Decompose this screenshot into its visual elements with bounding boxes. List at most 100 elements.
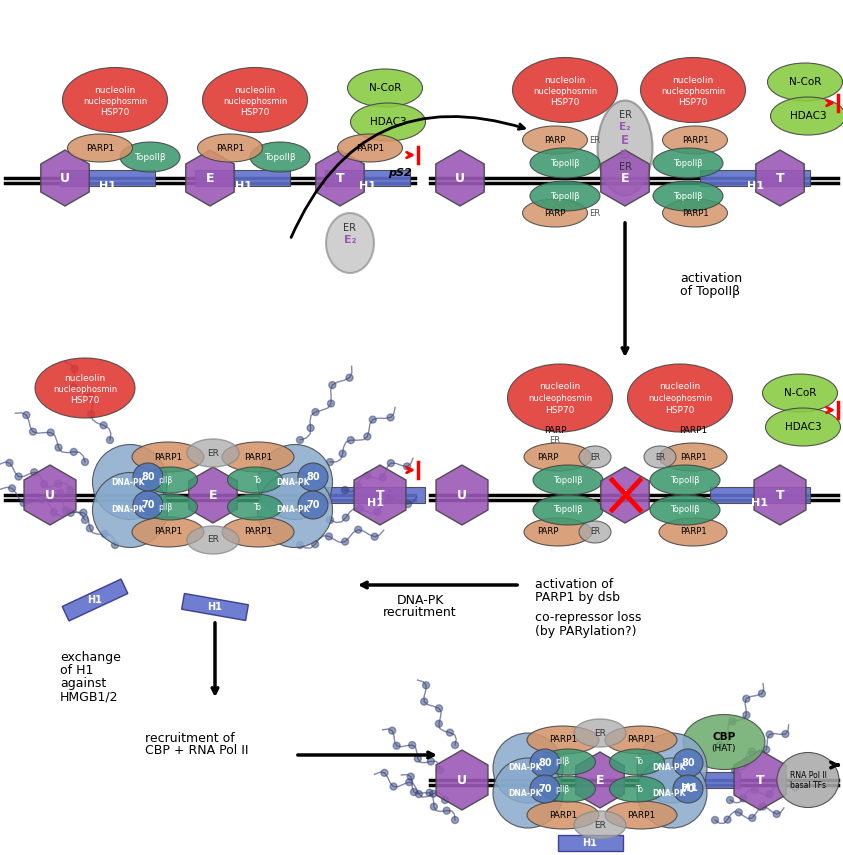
Circle shape bbox=[40, 481, 47, 487]
Text: HSP70: HSP70 bbox=[679, 97, 707, 107]
Circle shape bbox=[711, 817, 718, 823]
Circle shape bbox=[387, 495, 394, 502]
Circle shape bbox=[735, 809, 742, 816]
Circle shape bbox=[749, 815, 756, 822]
Circle shape bbox=[55, 444, 62, 451]
Ellipse shape bbox=[35, 358, 135, 418]
Polygon shape bbox=[734, 750, 786, 810]
Circle shape bbox=[326, 516, 334, 523]
Circle shape bbox=[430, 790, 437, 797]
Circle shape bbox=[86, 525, 94, 532]
Text: HDAC3: HDAC3 bbox=[785, 422, 821, 432]
Text: CBP: CBP bbox=[712, 732, 736, 742]
Circle shape bbox=[740, 795, 747, 802]
Circle shape bbox=[312, 540, 319, 548]
Ellipse shape bbox=[653, 181, 723, 211]
Text: PARP: PARP bbox=[544, 426, 566, 434]
Text: pIIβ: pIIβ bbox=[158, 503, 172, 511]
FancyBboxPatch shape bbox=[700, 170, 810, 186]
Ellipse shape bbox=[523, 199, 588, 227]
Text: nucleophosmin: nucleophosmin bbox=[528, 393, 592, 403]
Text: TopoIIβ: TopoIIβ bbox=[550, 158, 580, 168]
Text: nucleophosmin: nucleophosmin bbox=[533, 86, 597, 96]
Text: activation of: activation of bbox=[535, 579, 613, 592]
Text: ER: ER bbox=[589, 209, 600, 217]
Text: nucleophosmin: nucleophosmin bbox=[648, 393, 712, 403]
Circle shape bbox=[373, 509, 381, 516]
Circle shape bbox=[729, 718, 736, 725]
Text: pIIβ: pIIβ bbox=[555, 785, 569, 793]
Circle shape bbox=[407, 773, 414, 780]
Circle shape bbox=[732, 766, 738, 774]
Ellipse shape bbox=[142, 467, 197, 493]
Text: TopoIIβ: TopoIIβ bbox=[264, 152, 296, 162]
Text: activation: activation bbox=[680, 272, 742, 285]
Text: (HAT): (HAT) bbox=[711, 745, 736, 753]
Circle shape bbox=[67, 510, 74, 516]
Circle shape bbox=[67, 486, 73, 493]
Ellipse shape bbox=[650, 465, 720, 495]
Text: To: To bbox=[254, 475, 262, 485]
Circle shape bbox=[431, 803, 438, 811]
Ellipse shape bbox=[777, 752, 839, 807]
Text: ER: ER bbox=[589, 135, 600, 144]
Circle shape bbox=[727, 797, 733, 804]
Text: DNA-PK: DNA-PK bbox=[508, 764, 542, 773]
Circle shape bbox=[71, 384, 78, 391]
Ellipse shape bbox=[763, 374, 837, 412]
Text: DNA-PK: DNA-PK bbox=[396, 593, 443, 606]
Circle shape bbox=[71, 365, 78, 372]
Ellipse shape bbox=[644, 446, 676, 468]
Text: ER: ER bbox=[590, 452, 600, 462]
Circle shape bbox=[339, 451, 346, 457]
Text: To: To bbox=[636, 758, 644, 766]
Circle shape bbox=[766, 791, 773, 798]
FancyBboxPatch shape bbox=[325, 170, 410, 186]
Circle shape bbox=[409, 741, 416, 749]
Text: E: E bbox=[596, 774, 604, 787]
FancyBboxPatch shape bbox=[325, 487, 425, 503]
Text: nucleolin: nucleolin bbox=[64, 374, 105, 382]
Circle shape bbox=[776, 778, 783, 785]
Circle shape bbox=[341, 538, 349, 545]
Ellipse shape bbox=[765, 408, 840, 446]
Ellipse shape bbox=[62, 68, 168, 133]
Ellipse shape bbox=[530, 181, 600, 211]
Ellipse shape bbox=[93, 473, 168, 547]
Text: HSP70: HSP70 bbox=[240, 108, 270, 116]
Text: ER: ER bbox=[655, 452, 665, 462]
Circle shape bbox=[47, 429, 54, 436]
Ellipse shape bbox=[663, 126, 728, 154]
Text: nucleolin: nucleolin bbox=[540, 381, 581, 391]
Circle shape bbox=[717, 741, 723, 748]
Ellipse shape bbox=[120, 142, 180, 172]
Circle shape bbox=[355, 526, 362, 534]
Polygon shape bbox=[185, 150, 234, 206]
Ellipse shape bbox=[659, 518, 727, 546]
Text: 70: 70 bbox=[142, 500, 155, 510]
Ellipse shape bbox=[222, 517, 294, 547]
Circle shape bbox=[55, 481, 62, 487]
Text: HDAC3: HDAC3 bbox=[370, 117, 406, 127]
Text: TopoIIβ: TopoIIβ bbox=[674, 192, 703, 201]
Text: nucleophosmin: nucleophosmin bbox=[83, 97, 148, 105]
Circle shape bbox=[792, 784, 798, 791]
Text: E₂: E₂ bbox=[620, 150, 631, 160]
Ellipse shape bbox=[637, 733, 707, 803]
Circle shape bbox=[106, 437, 114, 444]
Polygon shape bbox=[40, 150, 89, 206]
Ellipse shape bbox=[493, 733, 563, 803]
Polygon shape bbox=[436, 150, 484, 206]
Circle shape bbox=[111, 541, 119, 549]
Text: exchange: exchange bbox=[60, 652, 121, 664]
Text: T: T bbox=[776, 172, 784, 185]
Text: ER: ER bbox=[594, 728, 606, 738]
Text: E: E bbox=[206, 172, 214, 185]
Circle shape bbox=[452, 741, 459, 748]
Ellipse shape bbox=[523, 126, 588, 154]
Ellipse shape bbox=[132, 442, 204, 472]
Text: DNA-PK: DNA-PK bbox=[652, 788, 685, 798]
Ellipse shape bbox=[326, 213, 374, 273]
Ellipse shape bbox=[527, 801, 599, 829]
Text: ER: ER bbox=[594, 821, 606, 829]
